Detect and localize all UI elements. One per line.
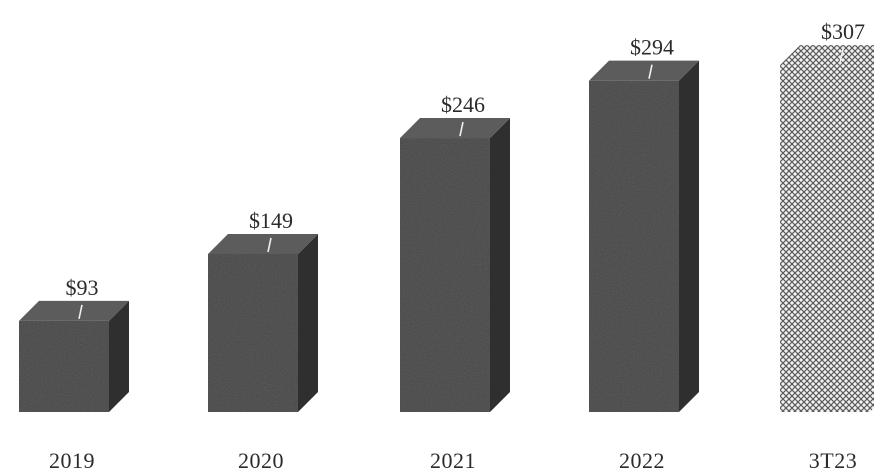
bar-2020 [208,233,318,412]
category-label-2022: 2022 [619,448,665,473]
leader-line [648,64,653,79]
bar-front-face [19,320,109,412]
bar-3T23 [780,45,874,412]
bar-top-face [400,118,510,139]
leader-line [459,121,464,137]
bar-side-face [298,233,318,412]
bar-2021 [400,118,510,412]
leader-line [267,237,272,253]
data-label-3T23: $307 [821,19,865,44]
bar-side-face [109,300,129,412]
bar-side-face [679,60,699,413]
category-label-2019: 2019 [49,448,95,473]
bar-front-face [780,65,870,412]
leader-line [839,48,844,64]
bar-side-face [490,118,510,412]
bar-front-face [589,80,679,413]
bar-side-face [870,61,874,412]
bar-front-face [400,138,490,412]
category-label-2021: 2021 [430,448,476,473]
bar-2022 [589,60,699,413]
bar-top-face [780,45,874,66]
leader-line [78,304,83,320]
data-label-2020: $149 [249,208,293,233]
data-label-2022: $294 [630,35,674,60]
bars-group [19,45,874,413]
bar-top-face [19,300,129,321]
data-label-2021: $246 [441,92,485,117]
bar-top-face [208,233,318,254]
labels-group: $93 2019 $149 2020 $246 2021 $294 2022 $307 3T23 [49,19,865,473]
bar-top-face [589,60,699,81]
bar-2019 [19,300,129,412]
category-label-2020: 2020 [238,448,284,473]
category-label-3T23: 3T23 [809,448,857,473]
data-label-2019: $93 [66,275,99,300]
bar-front-face [208,253,298,412]
